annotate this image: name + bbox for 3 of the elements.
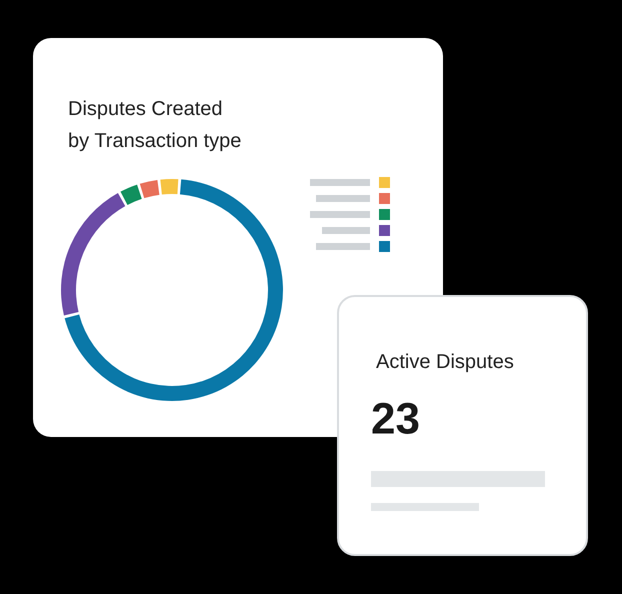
text: 23 — [371, 394, 420, 444]
text: Active Disputes — [376, 351, 514, 373]
chart-title: Disputes Created by Transaction type — [68, 98, 242, 152]
